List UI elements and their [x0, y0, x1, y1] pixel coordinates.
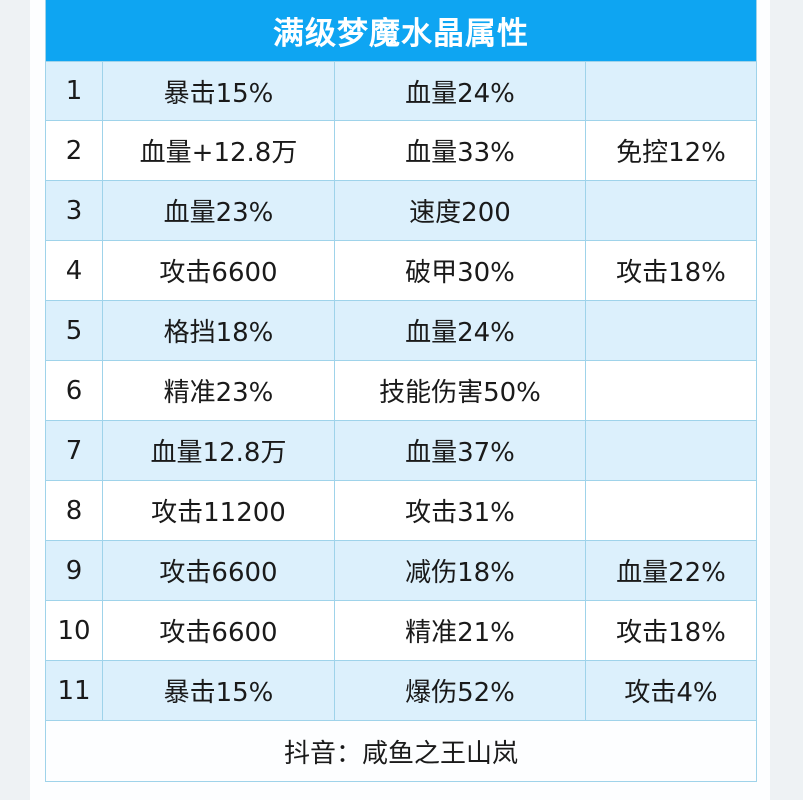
attribute-cell: 爆伤52%	[335, 661, 586, 720]
table-row: 10 攻击6600 精准21% 攻击18%	[46, 601, 756, 661]
attribute-cell: 血量22%	[616, 558, 726, 588]
level-cell: 6	[46, 361, 103, 420]
attribute-cell: 攻击18%	[616, 258, 726, 288]
attribute-cell: 免控12%	[616, 138, 726, 168]
table-row: 9 攻击6600 减伤18% 血量22%	[46, 541, 756, 601]
level-cell: 2	[46, 121, 103, 180]
table-row: 4 攻击6600 破甲30% 攻击18%	[46, 241, 756, 301]
attribute-cell	[586, 62, 756, 120]
attribute-cell	[586, 481, 756, 540]
table-row: 7 血量12.8万 血量37%	[46, 421, 756, 481]
attribute-cell: 速度200	[335, 181, 586, 240]
table-row: 2 血量+12.8万 血量33% 免控12%	[46, 121, 756, 181]
attribute-cell: 攻击31%	[335, 481, 586, 540]
table-title: 满级梦魔水晶属性	[46, 0, 756, 61]
level-cell: 11	[46, 661, 103, 720]
table-row: 11 暴击15% 爆伤52% 攻击4%	[46, 661, 756, 721]
attribute-cell: 血量12.8万	[103, 421, 335, 480]
attribute-cell: 血量+12.8万	[103, 121, 335, 180]
level-cell: 8	[46, 481, 103, 540]
attribute-cell: 精准23%	[103, 361, 335, 420]
attribute-cell	[586, 301, 756, 360]
attribute-cell	[586, 361, 756, 420]
attribute-cell: 攻击18%	[616, 618, 726, 648]
level-cell: 9	[46, 541, 103, 600]
attribute-cell: 减伤18%	[335, 541, 586, 600]
attribute-cell: 攻击6600	[103, 601, 335, 660]
attribute-cell: 血量24%	[335, 301, 586, 360]
attribute-cell: 血量23%	[103, 181, 335, 240]
attribute-cell: 血量24%	[335, 62, 586, 120]
attribute-cell: 攻击6600	[103, 541, 335, 600]
table-body: 1 暴击15% 血量24% 2 血量+12.8万 血量33% 免控12% 3 血量23% 速度20…	[46, 61, 756, 721]
level-cell: 3	[46, 181, 103, 240]
crystal-attributes-table: 满级梦魔水晶属性 1 暴击15% 血量24% 2 血量+12.8万 血量33% 免控12% 3…	[45, 0, 757, 782]
attribute-cell: 格挡18%	[103, 301, 335, 360]
attribute-cell: 血量33%	[335, 121, 586, 180]
table-row: 3 血量23% 速度200	[46, 181, 756, 241]
level-cell: 4	[46, 241, 103, 300]
footer-credit: 抖音：咸鱼之王山岚	[46, 721, 756, 782]
level-cell: 1	[46, 62, 103, 120]
attribute-cell	[586, 181, 756, 240]
level-cell: 10	[46, 601, 103, 660]
level-cell: 5	[46, 301, 103, 360]
attribute-cell: 破甲30%	[335, 241, 586, 300]
attribute-cell: 精准21%	[335, 601, 586, 660]
table-row: 5 格挡18% 血量24%	[46, 301, 756, 361]
table-row: 8 攻击11200 攻击31%	[46, 481, 756, 541]
attribute-cell: 攻击6600	[103, 241, 335, 300]
attribute-cell: 血量37%	[335, 421, 586, 480]
attribute-cell: 技能伤害50%	[335, 361, 586, 420]
attribute-cell: 攻击11200	[103, 481, 335, 540]
table-row: 1 暴击15% 血量24%	[46, 61, 756, 121]
level-cell: 7	[46, 421, 103, 480]
table-row: 6 精准23% 技能伤害50%	[46, 361, 756, 421]
attribute-cell: 暴击15%	[103, 62, 335, 120]
attribute-cell: 暴击15%	[103, 661, 335, 720]
attribute-cell	[586, 421, 756, 480]
attribute-cell: 攻击4%	[624, 678, 718, 708]
